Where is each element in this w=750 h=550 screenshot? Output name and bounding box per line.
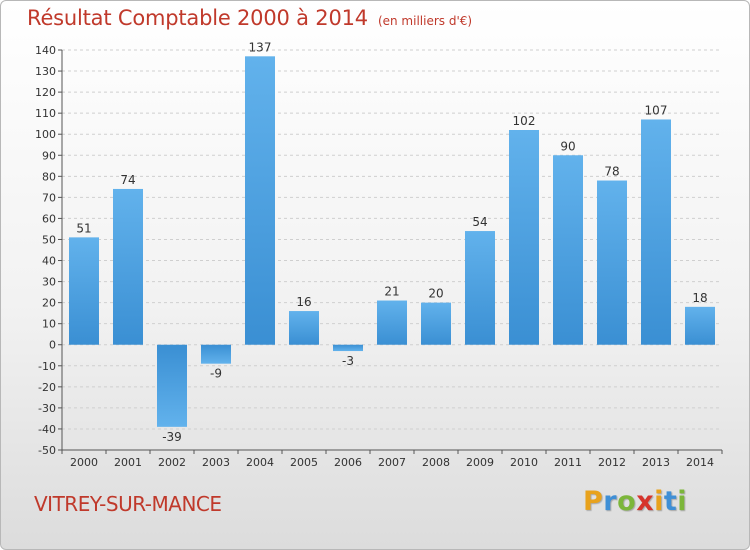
x-tick-label-2014: 2014 [686, 456, 714, 469]
y-tick-label: 10 [42, 318, 56, 331]
y-tick-label: 30 [42, 276, 56, 289]
y-tick-label: 0 [49, 339, 56, 352]
logo-letter: x [636, 486, 655, 517]
y-tick-label: 80 [42, 170, 56, 183]
y-tick-label: 110 [35, 107, 56, 120]
y-tick-label: -30 [38, 402, 56, 415]
x-tick-label-2013: 2013 [642, 456, 670, 469]
data-label-2012: 78 [604, 165, 619, 179]
logo-letter: r [603, 486, 618, 517]
y-tick-label: 120 [35, 86, 56, 99]
y-tick-label: -20 [38, 381, 56, 394]
bar-2005 [289, 311, 319, 345]
y-tick-label: 60 [42, 212, 56, 225]
y-tick-label: 40 [42, 255, 56, 268]
data-label-2010: 102 [513, 114, 536, 128]
x-tick-label-2010: 2010 [510, 456, 538, 469]
y-tick-label: 140 [35, 44, 56, 57]
data-label-2005: 16 [296, 295, 311, 309]
bar-2012 [597, 180, 627, 345]
data-label-2008: 20 [428, 287, 443, 301]
bar-2013 [641, 119, 671, 345]
commune-name: VITREY-SUR-MANCE [34, 492, 222, 516]
bar-2003 [201, 344, 231, 364]
bar-2000 [69, 237, 99, 345]
bar-2004 [245, 56, 275, 345]
logo-letter: o [617, 486, 637, 517]
x-tick-label-2012: 2012 [598, 456, 626, 469]
chart-title: Résultat Comptable 2000 à 2014 (en millie… [27, 6, 472, 30]
data-label-2013: 107 [645, 103, 668, 117]
logo-letter: P [583, 486, 604, 517]
logo-letter: i [654, 486, 664, 517]
data-label-2014: 18 [692, 291, 707, 305]
y-tick-label: 20 [42, 297, 56, 310]
chart-unit: (en milliers d'€) [377, 14, 473, 28]
y-tick-label: 90 [42, 149, 56, 162]
y-tick-label: -50 [38, 444, 56, 457]
x-tick-label-2008: 2008 [422, 456, 450, 469]
bar-2006 [333, 344, 363, 352]
x-tick-label-2011: 2011 [554, 456, 582, 469]
y-tick-label: 70 [42, 191, 56, 204]
proxiti-logo: Proxiti [583, 486, 687, 517]
bar-2001 [113, 188, 143, 345]
data-label-2007: 21 [384, 285, 399, 299]
data-label-2002: -39 [162, 430, 182, 444]
bar-2010 [509, 130, 539, 345]
data-label-2006: -3 [342, 354, 354, 368]
x-tick-label-2006: 2006 [334, 456, 362, 469]
bar-2014 [685, 306, 715, 345]
chart-title-text: Résultat Comptable 2000 à 2014 [27, 6, 368, 30]
x-tick-label-2004: 2004 [246, 456, 274, 469]
logo-letter: i [677, 486, 688, 517]
bar-2007 [377, 300, 407, 345]
y-tick-label: 100 [35, 128, 56, 141]
data-label-2004: 137 [249, 40, 272, 54]
y-tick-label: -40 [38, 423, 56, 436]
y-tick-label: 130 [35, 65, 56, 78]
y-tick-label: 50 [42, 233, 56, 246]
y-tick-label: -10 [38, 360, 56, 373]
x-tick-label-2002: 2002 [158, 456, 186, 469]
x-tick-label-2000: 2000 [70, 456, 98, 469]
data-label-2001: 74 [120, 173, 135, 187]
x-tick-label-2003: 2003 [202, 456, 230, 469]
x-tick-label-2009: 2009 [466, 456, 494, 469]
bar-2011 [553, 155, 583, 345]
x-tick-label-2001: 2001 [114, 456, 142, 469]
x-tick-label-2007: 2007 [378, 456, 406, 469]
logo-letter: t [663, 486, 678, 517]
bar-2009 [465, 231, 495, 345]
bar-2002 [157, 344, 187, 427]
data-label-2011: 90 [560, 139, 575, 153]
data-label-2000: 51 [76, 221, 91, 235]
data-label-2009: 54 [472, 215, 487, 229]
x-tick-label-2005: 2005 [290, 456, 318, 469]
bar-2008 [421, 302, 451, 345]
data-label-2003: -9 [210, 367, 222, 381]
